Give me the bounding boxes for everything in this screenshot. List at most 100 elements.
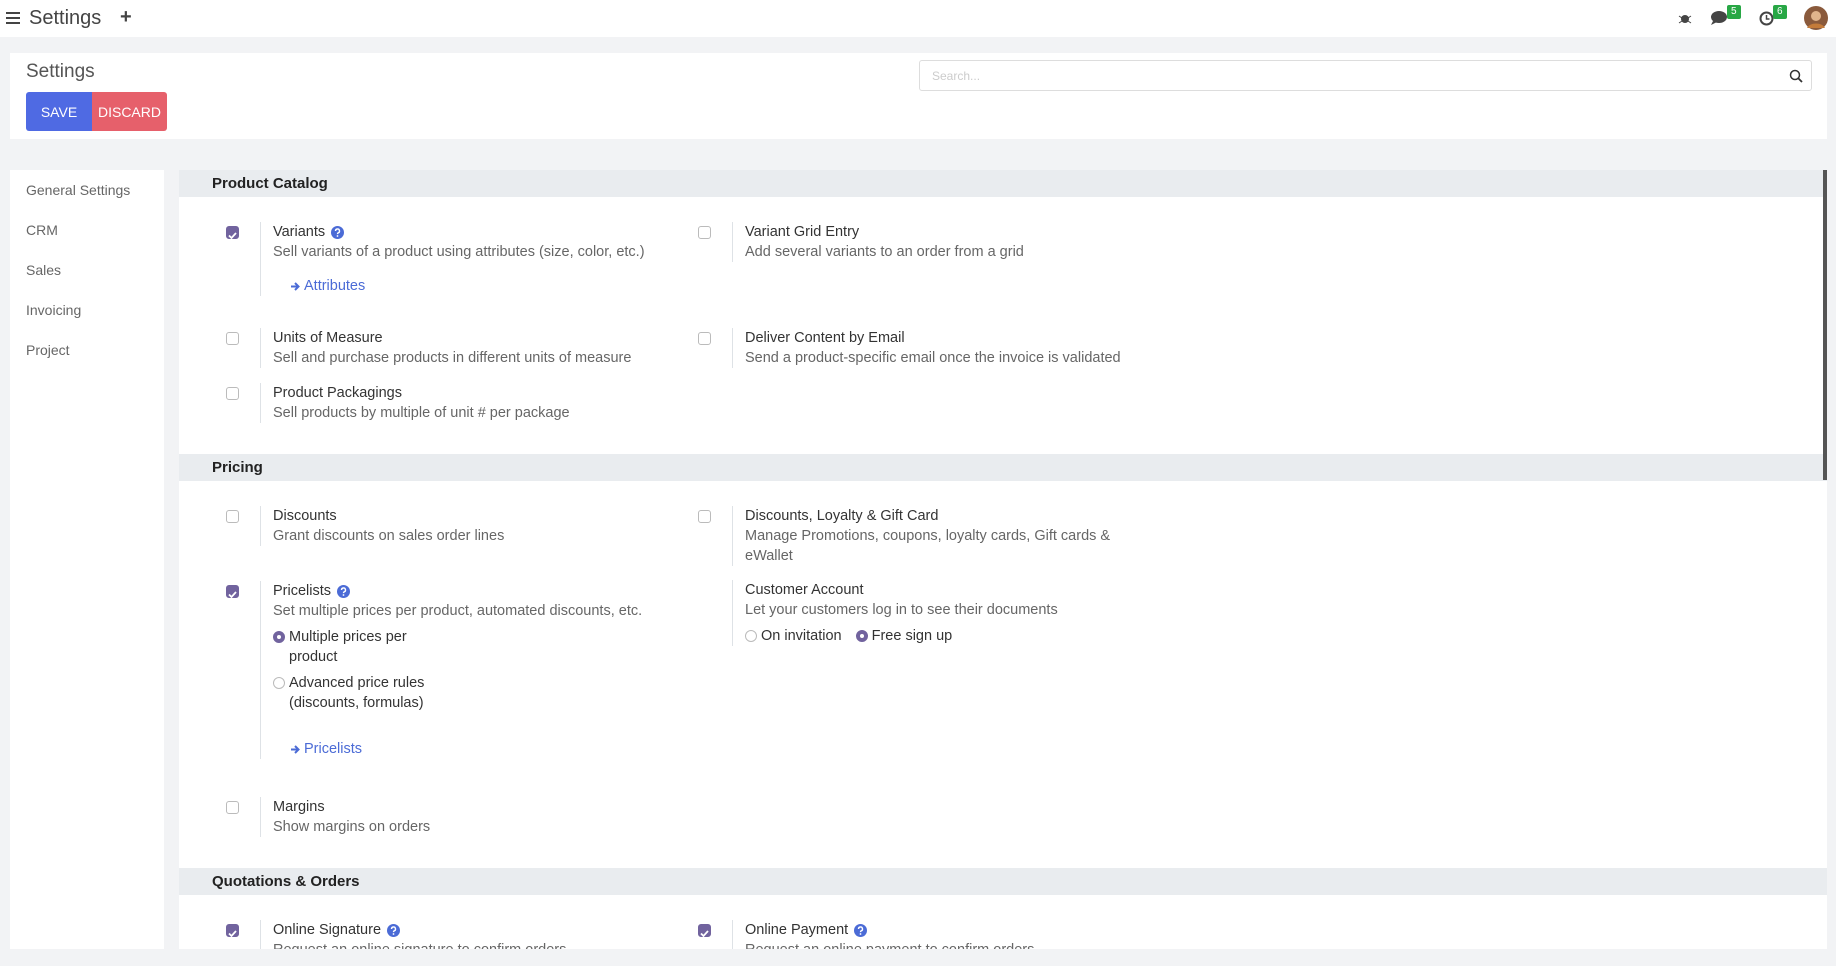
check-mark	[700, 930, 709, 938]
label-text: Online Payment	[745, 922, 849, 938]
search-icon[interactable]	[1789, 69, 1803, 83]
checkbox[interactable]	[698, 924, 711, 938]
section-header: Pricing	[179, 454, 1827, 481]
setting-label: Online Payment	[745, 920, 1152, 940]
help-icon	[331, 225, 345, 239]
checkbox[interactable]	[226, 585, 239, 599]
option-label: Advanced price rules (discounts, formula…	[289, 675, 425, 711]
setting: Customer Account Let your customers log i…	[732, 580, 1152, 646]
options: On invitation Free sign up	[745, 620, 1152, 646]
setting-description: Request an online signature to confirm o…	[273, 940, 680, 949]
control-panel: Settings SAVE DISCARD Search...	[10, 53, 1827, 139]
top-bar: Settings + 5 6	[0, 0, 1836, 37]
label-text: Variant Grid Entry	[745, 224, 860, 240]
label-text: Deliver Content by Email	[745, 330, 905, 346]
setting-label: Pricelists	[273, 581, 680, 601]
radio-option[interactable]: Advanced price rules (discounts, formula…	[273, 673, 433, 713]
save-button[interactable]: SAVE	[26, 92, 92, 131]
sidebar-item[interactable]: Sales	[26, 262, 62, 278]
check-mark	[228, 232, 237, 240]
setting-description: Add several variants to an order from a …	[745, 244, 1024, 260]
setting-label: Variant Grid Entry	[745, 222, 1152, 242]
setting-description: Sell products by multiple of unit # per …	[273, 405, 570, 421]
setting-description: Send a product-specific email once the i…	[745, 350, 1121, 366]
setting-description: Sell and purchase products in different …	[273, 350, 632, 366]
search-box[interactable]: Search...	[919, 60, 1812, 91]
sidebar: General Settings CRM Sales Invoicing Pro…	[10, 170, 164, 949]
setting: Deliver Content by Email Send a product-s…	[698, 328, 1152, 368]
setting: Product Packagings Sell products by multi…	[226, 383, 680, 423]
label-text: Margins	[273, 799, 325, 815]
messages-icon[interactable]	[1710, 10, 1728, 26]
setting-link[interactable]: Pricelists	[273, 739, 680, 759]
setting-label: Variants	[273, 222, 680, 242]
checkbox[interactable]	[698, 226, 711, 239]
setting-label: Online Signature	[273, 920, 680, 940]
label-text: Product Packagings	[273, 385, 402, 401]
scrollbar[interactable]	[1823, 170, 1827, 480]
checkbox[interactable]	[226, 332, 239, 345]
checkbox[interactable]	[698, 510, 711, 523]
avatar[interactable]	[1804, 6, 1828, 30]
setting-description: Grant discounts on sales order lines	[273, 528, 505, 544]
sidebar-item[interactable]: Project	[26, 342, 70, 358]
setting-label: Margins	[273, 797, 680, 817]
breadcrumb: Settings	[26, 61, 95, 82]
checkbox[interactable]	[226, 387, 239, 400]
label-text: Discounts	[273, 508, 337, 524]
options: Multiple prices per product Advanced pric…	[273, 627, 680, 713]
label-text: Discounts, Loyalty & Gift Card	[745, 508, 939, 524]
checkbox[interactable]	[226, 226, 239, 240]
radio-option[interactable]: Free sign up	[855, 626, 953, 646]
radio[interactable]	[273, 677, 285, 689]
option-label: Free sign up	[871, 628, 953, 644]
checkbox[interactable]	[698, 332, 711, 345]
radio-option[interactable]: On invitation	[745, 626, 842, 646]
new-button[interactable]: +	[120, 6, 132, 28]
link-text[interactable]: Attributes	[304, 278, 366, 294]
radio-option[interactable]: Multiple prices per product	[273, 627, 433, 667]
option-label: Multiple prices per product	[289, 629, 407, 665]
setting-description: Manage Promotions, coupons, loyalty card…	[745, 528, 1111, 564]
link-text[interactable]: Pricelists	[304, 741, 363, 757]
sidebar-item[interactable]: Invoicing	[26, 302, 82, 318]
setting-description: Show margins on orders	[273, 819, 431, 835]
setting: Online Signature Request an online signat…	[226, 920, 680, 949]
label-text: Units of Measure	[273, 330, 383, 346]
option-label: On invitation	[761, 628, 842, 644]
settings-panel: Product Catalog Pricing Quotations & Ord…	[179, 170, 1827, 949]
discard-button[interactable]: DISCARD	[92, 92, 167, 131]
setting: Online Payment Request an online payment …	[698, 920, 1152, 949]
checkbox[interactable]	[226, 924, 239, 938]
radio[interactable]	[745, 630, 757, 642]
setting-description: Sell variants of a product using attribu…	[273, 244, 645, 260]
setting-label: Product Packagings	[273, 383, 680, 403]
setting-label: Customer Account	[745, 580, 1152, 600]
setting: Pricelists Set multiple prices per produc…	[226, 581, 680, 759]
setting: Discounts Grant discounts on sales order …	[226, 506, 680, 546]
setting: Variant Grid Entry Add several variants t…	[698, 222, 1152, 262]
sidebar-item[interactable]: General Settings	[26, 182, 131, 198]
sidebar-item[interactable]: CRM	[26, 222, 58, 238]
label-text: Online Signature	[273, 922, 382, 938]
check-mark	[228, 930, 237, 938]
menu-icon[interactable]	[5, 11, 21, 25]
setting-label: Units of Measure	[273, 328, 680, 348]
setting-label: Discounts, Loyalty & Gift Card	[745, 506, 1122, 526]
setting: Discounts, Loyalty & Gift Card Manage Pro…	[698, 506, 1122, 566]
radio[interactable]	[855, 630, 868, 642]
checkbox[interactable]	[226, 801, 239, 814]
radio[interactable]	[273, 631, 285, 643]
setting: Margins Show margins on orders	[226, 797, 680, 837]
help-icon	[337, 584, 351, 598]
search-placeholder: Search...	[932, 69, 981, 83]
activities-badge: 6	[1773, 5, 1787, 19]
label-text: Customer Account	[745, 582, 864, 598]
activities-icon[interactable]	[1759, 11, 1774, 26]
debug-icon[interactable]	[1678, 11, 1692, 25]
setting-link[interactable]: Attributes	[273, 276, 680, 296]
check-mark	[228, 591, 237, 599]
help-icon	[854, 923, 868, 937]
checkbox[interactable]	[226, 510, 239, 523]
